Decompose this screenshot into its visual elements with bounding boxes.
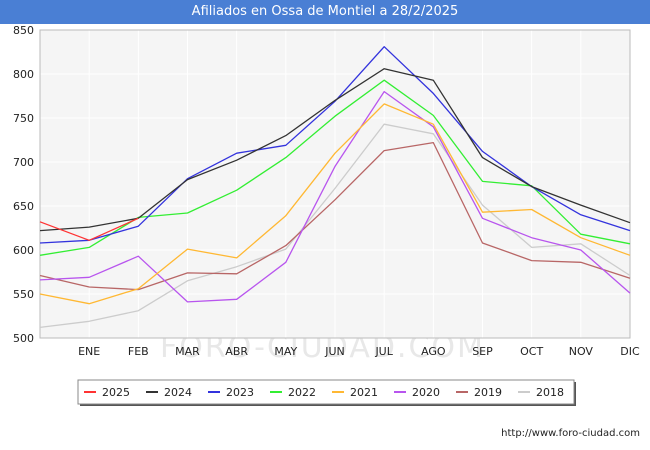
- footer-url[interactable]: http://www.foro-ciudad.com: [501, 428, 640, 439]
- x-tick-label: MAY: [274, 345, 297, 358]
- x-tick-label: SEP: [472, 345, 493, 358]
- y-tick-label: 650: [13, 200, 34, 213]
- axes: 500 550 600 650 700 750 800 850 ENE FEB MAR ABR MAY J…: [13, 24, 640, 358]
- y-tick-label: 600: [13, 244, 34, 257]
- legend-label-2018: 2018: [536, 386, 564, 399]
- series-line-2022: [39, 79, 631, 256]
- legend-box: [77, 379, 575, 405]
- x-tick-label: AGO: [421, 345, 446, 358]
- y-tick-label: 850: [13, 24, 34, 37]
- legend-label-2025: 2025: [102, 386, 130, 399]
- grid: [39, 29, 631, 339]
- plot-border: [39, 29, 631, 339]
- series-line-2019: [39, 141, 631, 291]
- y-tick-label: 750: [13, 112, 34, 125]
- x-tick-label: OCT: [520, 345, 543, 358]
- y-tick-label: 700: [13, 156, 34, 169]
- x-tick-label: MAR: [175, 345, 200, 358]
- legend-label-2019: 2019: [474, 386, 502, 399]
- x-tick-label: FEB: [128, 345, 149, 358]
- series-line-2020: [39, 90, 631, 303]
- x-tick-label: ENE: [78, 345, 100, 358]
- y-tick-label: 550: [13, 288, 34, 301]
- y-tick-label: 500: [13, 332, 34, 345]
- legend-label-2024: 2024: [164, 386, 192, 399]
- x-tick-label: JUL: [374, 345, 393, 358]
- series-lines: [39, 46, 631, 329]
- legend-label-2023: 2023: [226, 386, 254, 399]
- x-tick-label: NOV: [569, 345, 594, 358]
- legend-label-2021: 2021: [350, 386, 378, 399]
- series-line-2018: [39, 123, 631, 329]
- legend-label-2022: 2022: [288, 386, 316, 399]
- chart-title: Afiliados en Ossa de Montiel a 28/2/2025: [0, 0, 650, 24]
- x-tick-label: JUN: [324, 345, 345, 358]
- legend: 2025 2024 2023 2022 2021 2020 2019 2018: [77, 379, 576, 406]
- x-tick-label: DIC: [620, 345, 640, 358]
- y-tick-label: 800: [13, 68, 34, 81]
- x-tick-label: ABR: [225, 345, 248, 358]
- series-line-2021: [39, 103, 631, 305]
- series-line-2025: [39, 217, 139, 241]
- legend-label-2020: 2020: [412, 386, 440, 399]
